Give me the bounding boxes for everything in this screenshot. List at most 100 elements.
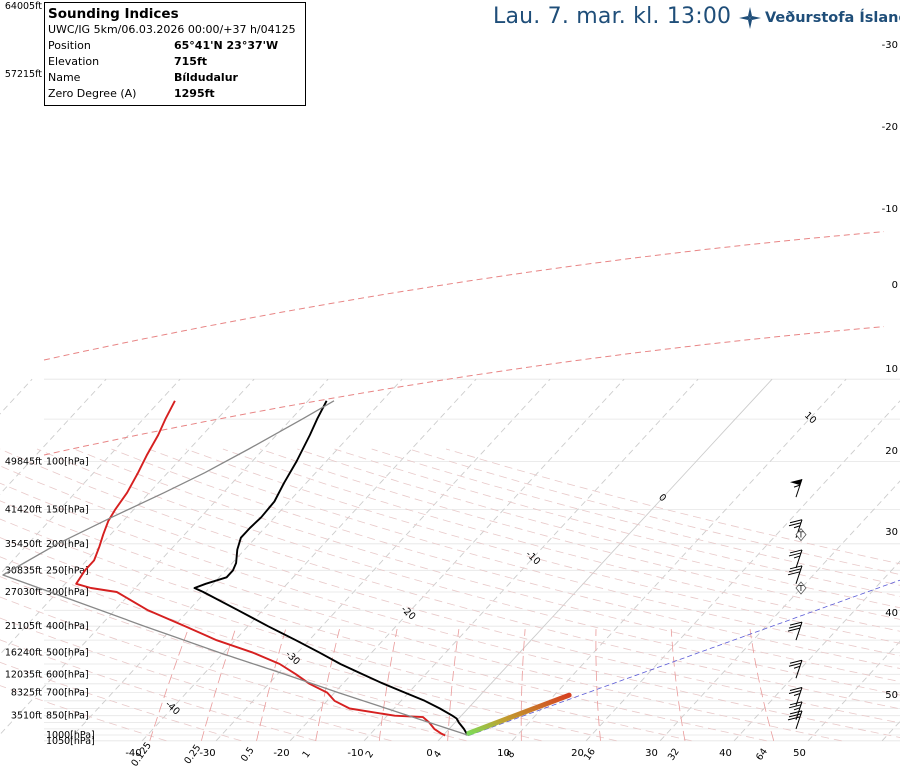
isotherm-line — [807, 640, 900, 742]
pressure-label: 250[hPa] — [46, 565, 89, 576]
dry-adiabat-line — [0, 448, 900, 710]
right-axis-label: 0 — [892, 280, 898, 291]
wind-barb — [788, 659, 803, 679]
wind-barb-marker-label: T — [798, 531, 804, 540]
wind-barb-feather — [788, 522, 802, 527]
altitude-label: 27030ft — [5, 587, 42, 598]
wind-barb-half-feather — [793, 693, 801, 696]
wind-barb-feather — [788, 690, 802, 694]
bottom-temp-tick: 30 — [645, 748, 658, 759]
dry-adiabat-line — [0, 639, 317, 742]
series-line-temperature — [193, 400, 468, 736]
wind-barb-feather — [789, 687, 803, 691]
isotherm-line — [289, 378, 625, 742]
pressure-label: 150[hPa] — [46, 505, 89, 516]
wind-barb-half-feather — [793, 665, 801, 669]
dry-adiabat-line — [111, 448, 900, 669]
isotherm-line — [881, 720, 900, 742]
wind-barb-feather — [788, 624, 802, 629]
surface-parcel-band — [466, 692, 572, 736]
wind-barb-half-feather — [793, 555, 801, 559]
wind-barb-feather — [788, 568, 802, 573]
wind-barb-half-feather — [793, 707, 801, 711]
dry-adiabat-line — [0, 685, 167, 742]
altitude-label: 57215ft — [5, 69, 42, 80]
bottom-temp-tick: 0 — [426, 748, 432, 759]
dry-adiabat-line — [36, 448, 900, 696]
indices-value: Bíldudalur — [174, 71, 238, 84]
wind-barb — [788, 701, 803, 720]
brand-star-icon — [739, 7, 761, 29]
dry-adiabat-line — [0, 482, 900, 738]
dry-adiabat-line — [0, 617, 392, 742]
wind-barb-feather — [787, 627, 801, 632]
bottom-temp-tick: 10 — [497, 748, 510, 759]
wind-barb-pennant — [790, 479, 802, 486]
pressure-label: 850[hPa] — [46, 711, 89, 722]
pressure-label: 600[hPa] — [46, 669, 89, 680]
chart-series — [2, 400, 572, 737]
dry-adiabat-line — [408, 448, 900, 575]
right-axis-label: 20 — [885, 446, 898, 457]
indices-value: 65°41'N 23°37'W — [174, 39, 279, 52]
wind-barb-feather — [787, 571, 801, 576]
bottom-mixing-tick: 0.5 — [239, 745, 257, 764]
right-axis-label: 10 — [885, 364, 898, 375]
pressure-label: 1000[hPa] — [46, 730, 95, 741]
altitude-label: 3510ft — [11, 711, 42, 722]
indices-row-position: Position 65°41'N 23°37'W — [48, 38, 301, 54]
right-axis-label: 40 — [885, 608, 898, 619]
indices-row-elevation: Elevation 715ft — [48, 54, 301, 70]
dry-adiabat-line — [297, 448, 900, 609]
bottom-mixing-tick: 4 — [432, 749, 444, 760]
dry-adiabat-line — [0, 500, 842, 742]
bottom-temp-tick: -40 — [125, 748, 141, 759]
wind-barb-feather — [789, 659, 803, 664]
wind-barb — [787, 565, 803, 584]
isotherm-line — [0, 378, 255, 656]
indices-run: UWC/IG 5km/06.03.2026 00:00/+37 h/04125 — [48, 23, 296, 36]
isotherm-inline-label: 0 — [656, 492, 668, 504]
isotherm-line — [0, 378, 107, 495]
indices-row-name: Name Bíldudalur — [48, 70, 301, 86]
wind-barb-marker-label: T — [798, 584, 804, 593]
isotherm-line — [511, 378, 847, 742]
pressure-label: 300[hPa] — [46, 587, 89, 598]
sounding-indices-box: Sounding Indices UWC/IG 5km/06.03.2026 0… — [44, 2, 306, 106]
isotherm-inline-label: -10 — [523, 549, 542, 568]
wind-barb-marker — [795, 527, 807, 542]
indices-key: Name — [48, 71, 81, 84]
wind-barb-staff — [795, 710, 803, 730]
reference-curve — [43, 326, 885, 456]
altitude-label: 35450ft — [5, 539, 42, 550]
right-axis-label: 30 — [885, 527, 898, 538]
mixing-ratio-line — [149, 628, 189, 741]
isotherm-line — [67, 378, 403, 742]
indices-value: 1295ft — [174, 87, 215, 100]
bottom-temp-tick: 20 — [571, 748, 584, 759]
brand-logo: Veðurstofa Íslands — [738, 6, 900, 30]
chart-grid — [0, 231, 900, 742]
bottom-temp-tick: 50 — [793, 748, 806, 759]
wind-barb-feather — [787, 716, 801, 721]
dry-adiabat-line — [222, 448, 900, 632]
bottom-temp-tick: -20 — [273, 748, 289, 759]
bottom-temp-tick: -30 — [199, 748, 215, 759]
wind-barb — [787, 710, 803, 730]
isotherm-line — [141, 378, 477, 742]
isotherm-line — [659, 480, 900, 742]
pressure-label: 500[hPa] — [46, 648, 89, 659]
dry-adiabat-line — [0, 465, 900, 724]
right-axis-label: -30 — [882, 40, 898, 51]
right-axis-label: -20 — [882, 122, 898, 133]
altitude-label: 8325ft — [11, 688, 42, 699]
isotherm-line — [363, 378, 699, 742]
dry-adiabat-line — [74, 448, 900, 682]
indices-key: Position — [48, 39, 91, 52]
dry-adiabat-line — [0, 661, 242, 742]
bottom-mixing-tick: 32 — [666, 746, 682, 762]
altitude-label: 16240ft — [5, 648, 42, 659]
wind-barb-feather — [788, 713, 802, 718]
altitude-label: 64005ft — [5, 1, 42, 12]
